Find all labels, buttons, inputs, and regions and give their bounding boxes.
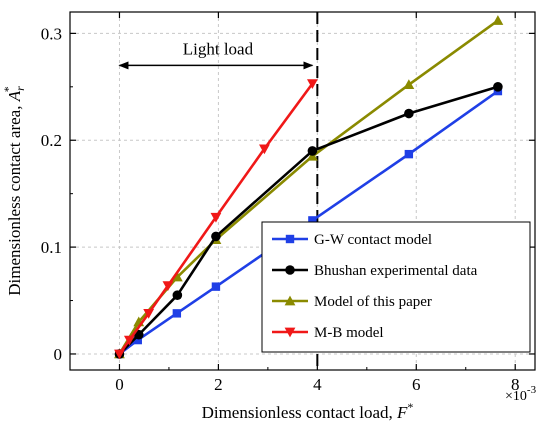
legend-label: M-B model bbox=[314, 325, 384, 341]
data-point bbox=[211, 231, 221, 242]
plot-frame bbox=[69, 11, 536, 371]
legend-marker bbox=[284, 295, 296, 306]
y-tick-label: 0 bbox=[54, 345, 63, 364]
light-load-label: Light load bbox=[183, 39, 254, 58]
data-point bbox=[493, 82, 503, 92]
series-m-b-model bbox=[114, 79, 318, 360]
series-layer bbox=[114, 15, 504, 360]
legend-marker bbox=[285, 265, 295, 275]
data-point bbox=[404, 149, 414, 159]
data-point bbox=[259, 144, 270, 155]
y-axis-label: Dimensionless contact area, Ar* bbox=[1, 86, 27, 296]
y-label-symbol: A bbox=[5, 90, 24, 102]
data-point bbox=[114, 349, 125, 360]
data-point bbox=[172, 309, 182, 318]
x-label-symbol: F bbox=[396, 403, 408, 422]
x-axis-label: Dimensionless contact load, F* bbox=[202, 400, 414, 422]
data-point bbox=[404, 108, 414, 119]
legend-label: Model of this paper bbox=[314, 294, 432, 310]
data-point bbox=[306, 79, 318, 89]
x-tick-label: 4 bbox=[313, 375, 322, 394]
data-point bbox=[162, 281, 174, 291]
legend-label: Bhushan experimental data bbox=[314, 263, 478, 279]
legend-marker bbox=[285, 234, 295, 244]
data-point bbox=[306, 150, 318, 161]
data-point bbox=[307, 146, 318, 156]
y-tick-label: 0.1 bbox=[41, 238, 62, 257]
y-label-text: Dimensionless contact area, bbox=[5, 101, 24, 296]
y-tick-label: 0.3 bbox=[41, 24, 62, 43]
data-point bbox=[171, 271, 183, 282]
x-tick-label: 2 bbox=[214, 375, 223, 394]
data-point bbox=[308, 216, 317, 225]
y-tick-label: 0.2 bbox=[41, 131, 62, 150]
x-tick-label: 0 bbox=[115, 375, 124, 394]
legend-marker bbox=[284, 327, 296, 338]
x-label-superscript: * bbox=[407, 400, 413, 414]
data-point bbox=[172, 290, 183, 300]
data-point bbox=[143, 309, 155, 319]
x-tick-label: 8 bbox=[511, 375, 520, 394]
x-multiplier-exponent: -3 bbox=[527, 384, 537, 396]
x-axis-multiplier: ×10-3 bbox=[505, 384, 537, 404]
data-point bbox=[210, 212, 222, 223]
data-point bbox=[133, 335, 142, 345]
legend-box bbox=[261, 221, 531, 353]
x-tick-label: 6 bbox=[412, 375, 421, 394]
axes: 0 2 4 6 8 0 0.1 0.2 0.3 bbox=[41, 12, 535, 394]
legend-label: G-W contact model bbox=[314, 232, 432, 248]
data-point bbox=[211, 282, 221, 291]
data-point bbox=[403, 79, 415, 89]
x-label-text: Dimensionless contact load, bbox=[202, 403, 397, 422]
data-point bbox=[123, 335, 135, 346]
data-point bbox=[492, 15, 504, 25]
legend: G-W contact model Bhushan experimental da… bbox=[261, 221, 531, 353]
x-multiplier-base: ×10 bbox=[505, 389, 527, 404]
y-label-subscript: r bbox=[13, 86, 27, 91]
y-label-superscript: * bbox=[1, 86, 15, 92]
